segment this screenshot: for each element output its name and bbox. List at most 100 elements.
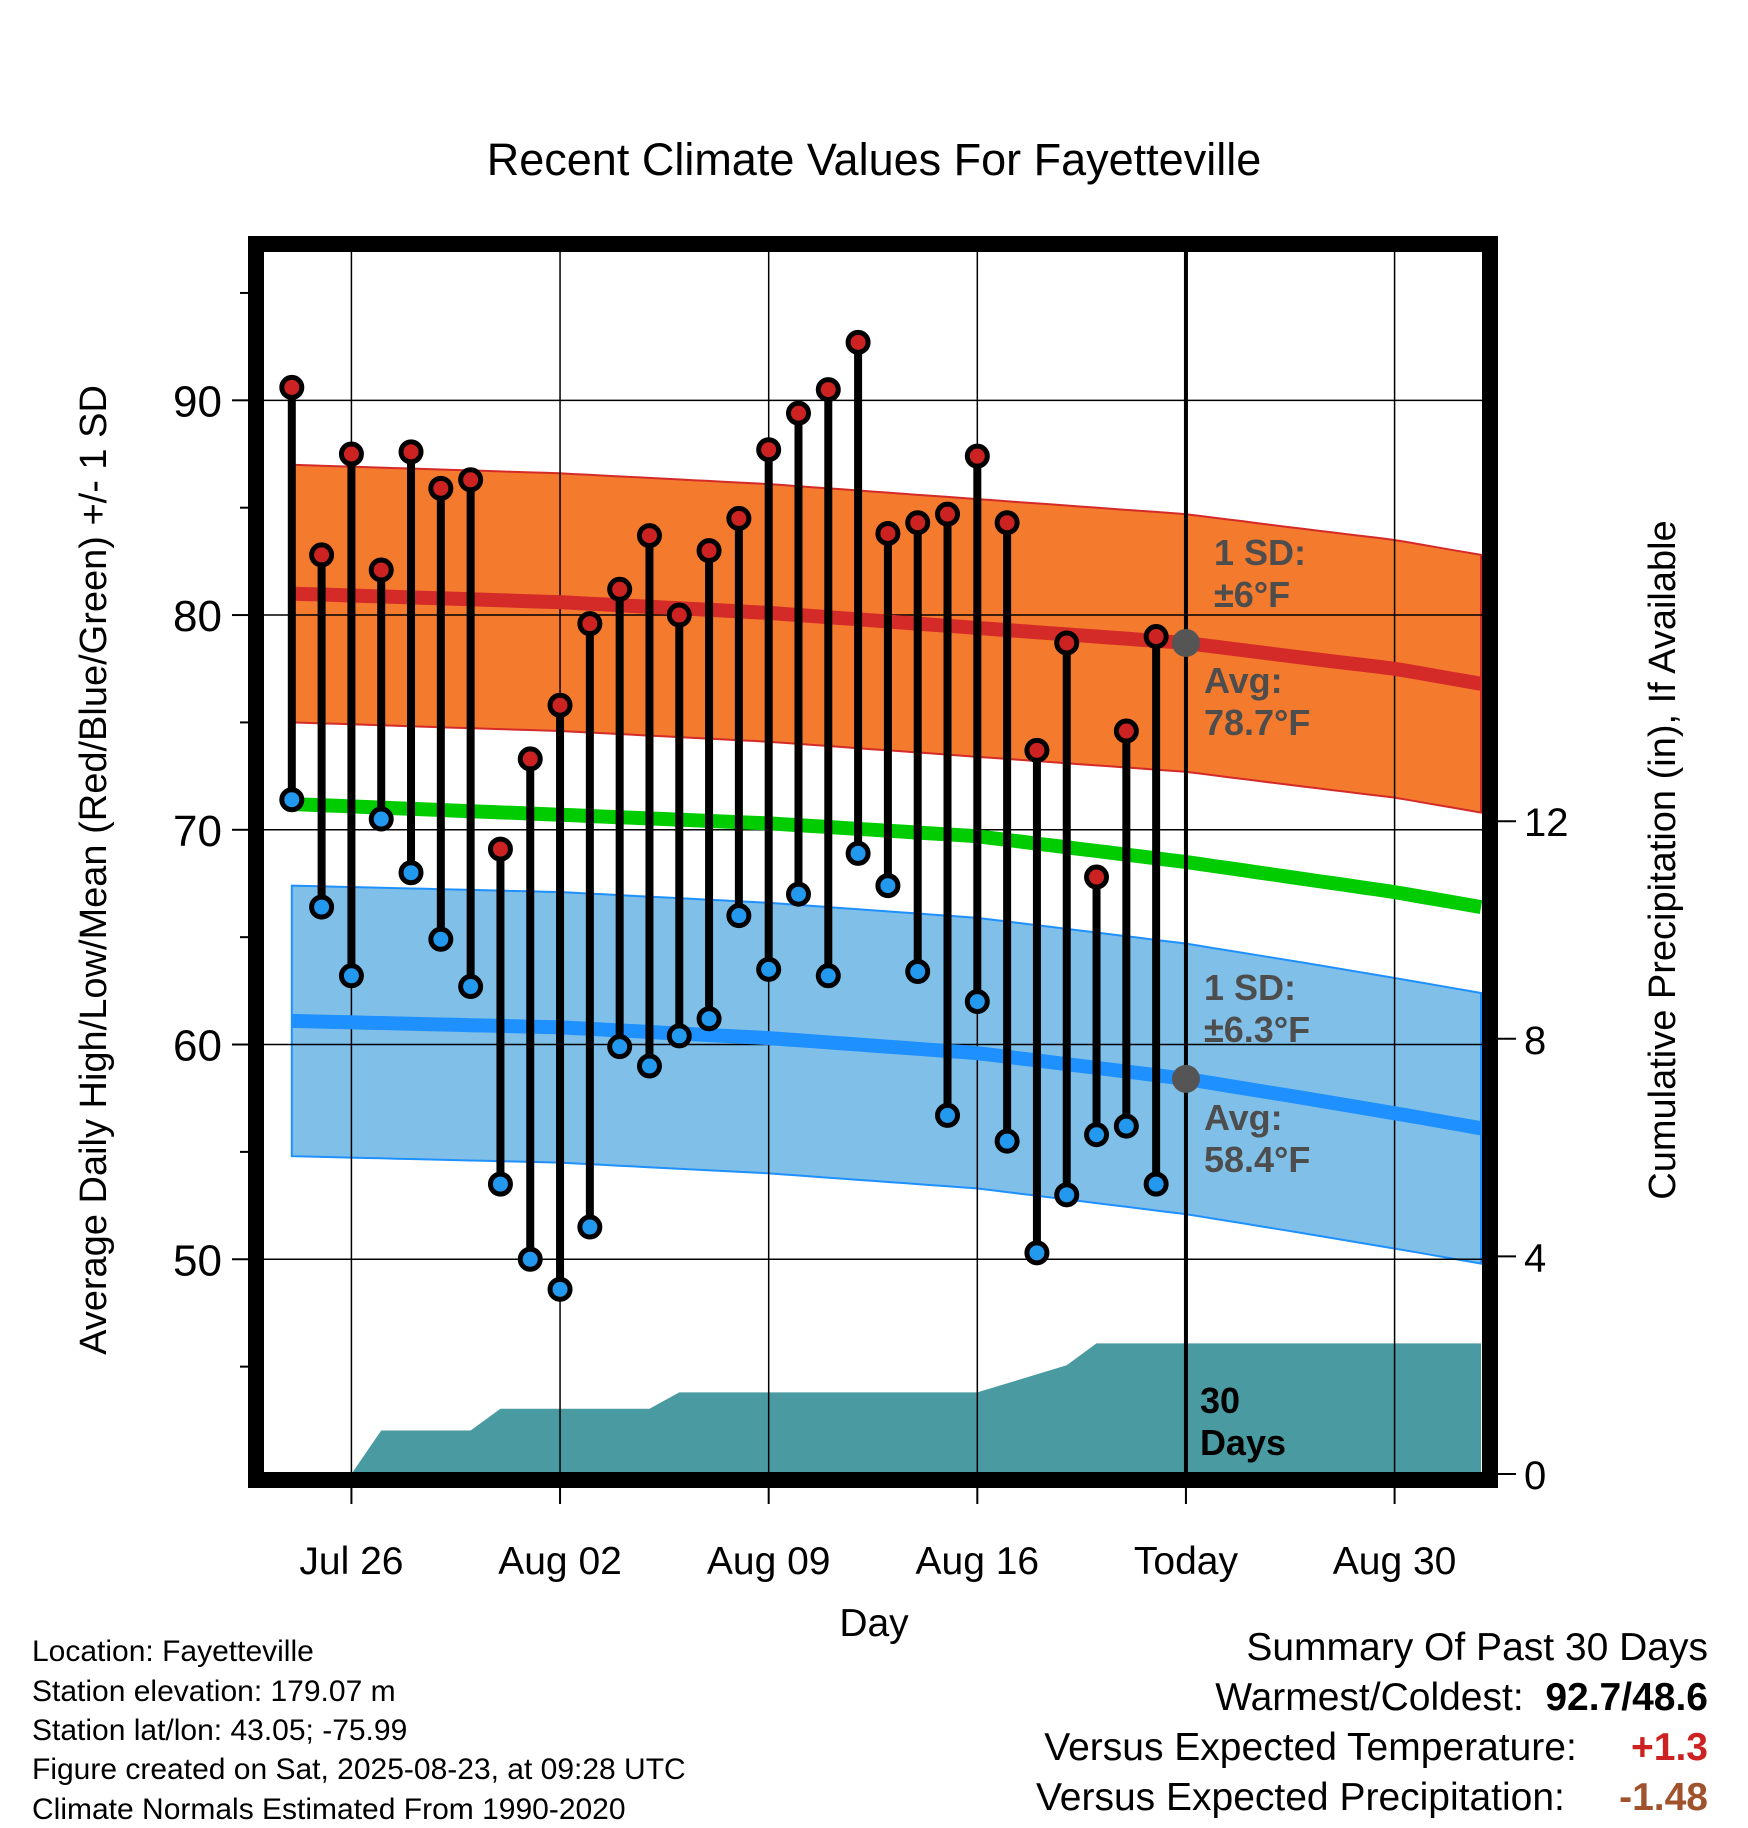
high-temp-point xyxy=(964,443,990,469)
low-temp-point xyxy=(726,903,752,929)
summary-temp: Versus Expected Temperature: +1.3 xyxy=(1044,1728,1708,1768)
high-temp-point xyxy=(935,501,961,527)
high-temp-point xyxy=(1084,864,1110,890)
high-temp-point xyxy=(1024,737,1050,763)
x-tick-label: Aug 09 xyxy=(707,1540,831,1583)
high-avg-annotation: 78.7°F xyxy=(1204,702,1310,743)
y-tick-label: 50 xyxy=(173,1236,222,1285)
plot-frame xyxy=(248,236,1498,1488)
high-temp-point xyxy=(398,439,424,465)
chart-title: Recent Climate Values For Fayetteville xyxy=(487,134,1261,185)
low-temp-point xyxy=(875,873,901,899)
high-temp-point xyxy=(487,836,513,862)
low-sd-annotation: 1 SD: xyxy=(1204,967,1296,1008)
low-temp-point xyxy=(577,1214,603,1240)
high-temp-point xyxy=(636,523,662,549)
high-temp-point xyxy=(726,505,752,531)
high-temp-point xyxy=(517,746,543,772)
summary-title: Summary Of Past 30 Days xyxy=(1246,1626,1708,1669)
high-temp-point xyxy=(905,510,931,536)
low-temp-point xyxy=(279,787,305,813)
high-sd-annotation: ±6°F xyxy=(1214,574,1290,615)
high-temp-point xyxy=(338,441,364,467)
precip-label: Versus Expected Precipitation: xyxy=(1035,1776,1565,1819)
low-sd-annotation: ±6.3°F xyxy=(1204,1009,1310,1050)
high-sd-annotation: 1 SD: xyxy=(1214,532,1306,573)
high-temp-point xyxy=(875,520,901,546)
today-high-avg-marker xyxy=(1171,628,1200,657)
high-temp-point xyxy=(845,329,871,355)
x-axis-label: Day xyxy=(839,1602,909,1645)
precip-area xyxy=(351,1343,1481,1474)
low-temp-point xyxy=(1143,1171,1169,1197)
normal-low-line xyxy=(291,1013,1483,1136)
y-tick-label: 90 xyxy=(173,377,222,426)
warm-cold-value: 92.7/48.6 xyxy=(1545,1676,1708,1719)
high-temp-point xyxy=(279,374,305,400)
precip-value: -1.48 xyxy=(1619,1776,1708,1819)
high-temp-point xyxy=(309,542,335,568)
x-tick-label: Aug 30 xyxy=(1333,1540,1457,1583)
y2-tick-label: 4 xyxy=(1524,1236,1546,1280)
x-tick-label: Today xyxy=(1134,1540,1239,1583)
elevation-text: Station elevation: 179.07 m xyxy=(32,1675,396,1708)
low-temp-point xyxy=(696,1006,722,1032)
summary-precip: Versus Expected Precipitation: -1.48 xyxy=(1036,1778,1708,1818)
low-temp-point xyxy=(994,1128,1020,1154)
high-temp-point xyxy=(607,576,633,602)
x-tick-label: Aug 16 xyxy=(916,1540,1040,1583)
high-avg-annotation: Avg: xyxy=(1204,660,1283,701)
low-temp-point xyxy=(785,881,811,907)
y2-tick-label: 0 xyxy=(1524,1454,1546,1498)
low-temp-point xyxy=(935,1102,961,1128)
today-low-avg-marker xyxy=(1171,1064,1200,1093)
low-temp-point xyxy=(517,1246,543,1272)
y2-axis-label: Cumulative Precipitation (in), If Availa… xyxy=(1642,520,1684,1199)
high-temp-point xyxy=(994,510,1020,536)
high-temp-point xyxy=(1113,718,1139,744)
high-temp-point xyxy=(458,467,484,493)
high-temp-point xyxy=(428,475,454,501)
high-temp-point xyxy=(368,557,394,583)
low-avg-annotation: Avg: xyxy=(1204,1097,1283,1138)
x-tick-label: Aug 02 xyxy=(498,1540,622,1583)
temp-label: Versus Expected Temperature: xyxy=(1044,1726,1577,1769)
y-tick-label: 60 xyxy=(173,1022,222,1071)
low-avg-annotation: 58.4°F xyxy=(1204,1139,1310,1180)
high-temp-point xyxy=(756,437,782,463)
high-temp-point xyxy=(785,400,811,426)
low-temp-point xyxy=(636,1053,662,1079)
normals-text: Climate Normals Estimated From 1990-2020 xyxy=(32,1793,626,1826)
low-temp-point xyxy=(487,1171,513,1197)
y2-tick-label: 8 xyxy=(1524,1019,1546,1063)
high-temp-point xyxy=(1143,624,1169,650)
low-temp-point xyxy=(1024,1240,1050,1266)
low-temp-point xyxy=(666,1023,692,1049)
precip-days-annotation: Days xyxy=(1200,1422,1286,1463)
high-temp-point xyxy=(547,692,573,718)
low-temp-point xyxy=(964,989,990,1015)
y-tick-label: 80 xyxy=(173,592,222,641)
low-temp-point xyxy=(815,963,841,989)
low-temp-point xyxy=(607,1034,633,1060)
created-text: Figure created on Sat, 2025-08-23, at 09… xyxy=(32,1753,686,1786)
y-axis-label: Average Daily High/Low/Mean (Red/Blue/Gr… xyxy=(73,385,115,1355)
x-tick-label: Jul 26 xyxy=(299,1540,403,1583)
temp-value: +1.3 xyxy=(1631,1726,1708,1769)
low-temp-point xyxy=(1113,1113,1139,1139)
high-temp-point xyxy=(577,611,603,637)
high-temp-point xyxy=(696,538,722,564)
warm-cold-label: Warmest/Coldest: xyxy=(1215,1676,1524,1719)
high-temp-point xyxy=(1054,630,1080,656)
precip-days-annotation: 30 xyxy=(1200,1380,1240,1421)
latlon-text: Station lat/lon: 43.05; -75.99 xyxy=(32,1714,408,1747)
y2-tick-label: 12 xyxy=(1524,801,1569,845)
low-temp-point xyxy=(338,963,364,989)
summary-warm-cold: Warmest/Coldest: 92.7/48.6 xyxy=(1215,1678,1708,1718)
low-temp-point xyxy=(905,959,931,985)
low-temp-point xyxy=(368,806,394,832)
y-tick-label: 70 xyxy=(173,807,222,856)
low-temp-point xyxy=(547,1276,573,1302)
